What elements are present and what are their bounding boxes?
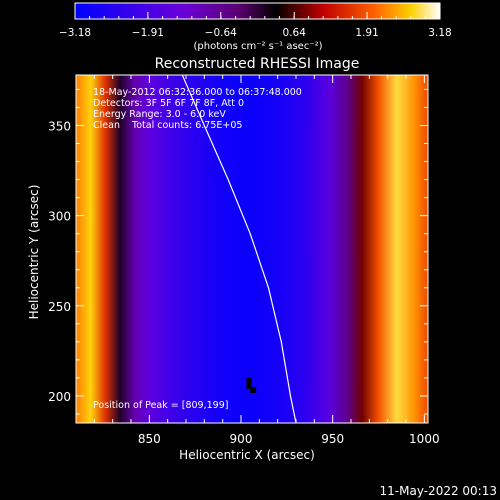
colorbar: −3.18 −1.91 −0.64 0.64 1.91 3.18 (photons cm⁻… [59, 2, 452, 52]
y-tick-label: 250 [48, 300, 71, 314]
y-tick-label: 350 [48, 119, 71, 133]
chart-title: Reconstructed RHESSI Image [155, 56, 360, 72]
colorbar-tick-label: 3.18 [428, 27, 451, 39]
peak-marker [246, 377, 257, 393]
solar-limb-line [181, 75, 297, 423]
colorbar-ticks: −3.18 −1.91 −0.64 0.64 1.91 3.18 [59, 12, 452, 39]
peak-position-label: Position of Peak = [809,199] [93, 400, 228, 411]
annotation-energy: Energy Range: 3.0 - 6.0 keV [93, 109, 226, 120]
y-axis-label: Heliocentric Y (arcsec) [27, 185, 41, 320]
annotation-detectors: Detectors: 3F 5F 6F 7F 8F, Att 0 [93, 98, 244, 109]
x-tick-label: 850 [138, 432, 161, 446]
annotation-counts: Clean Total counts: 6.75E+05 [93, 120, 242, 131]
peak-blob [246, 377, 252, 389]
colorbar-tick-label: −0.64 [205, 27, 237, 39]
annotations: 18-May-2012 06:32:36.000 to 06:37:48.000… [93, 87, 302, 411]
y-tick-label: 200 [48, 390, 71, 404]
colorbar-strip [74, 2, 441, 20]
colorbar-tick-label: 1.91 [355, 27, 378, 39]
x-axis-ticks: 850 900 950 1000 [93, 75, 440, 446]
annotation-time: 18-May-2012 06:32:36.000 to 06:37:48.000 [93, 87, 302, 98]
x-tick-label: 1000 [409, 432, 440, 446]
y-tick-label: 300 [48, 210, 71, 224]
plot-frame [75, 74, 429, 424]
x-tick-label: 950 [321, 432, 344, 446]
heatmap-image [76, 75, 428, 423]
y-axis-ticks: 200 250 300 350 [48, 88, 428, 415]
colorbar-label: (photons cm⁻² s⁻¹ asec⁻²) [193, 41, 322, 52]
colorbar-tick-label: 0.64 [283, 27, 307, 39]
plot-area: 850 900 950 1000 200 250 300 350 [48, 74, 440, 446]
peak-blob [250, 386, 257, 393]
colorbar-tick-label: −1.91 [132, 27, 164, 39]
colorbar-tick-label: −3.18 [59, 27, 91, 39]
x-axis-label: Heliocentric X (arcsec) [179, 448, 315, 462]
x-tick-label: 900 [230, 432, 253, 446]
footer-timestamp: 11-May-2022 00:13 [380, 484, 497, 498]
